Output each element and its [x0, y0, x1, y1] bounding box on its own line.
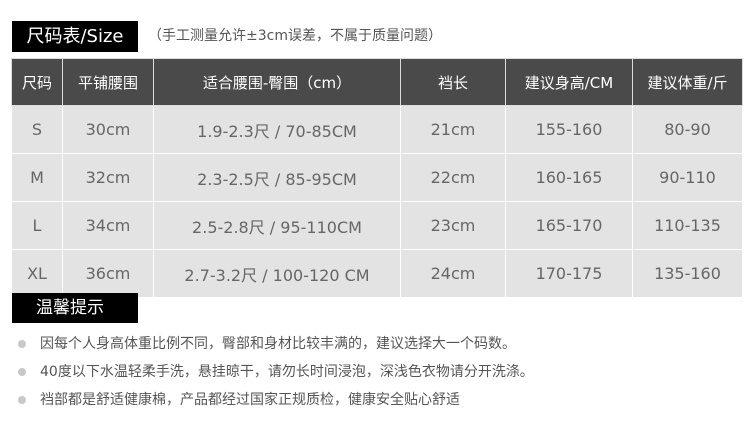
column-header: 建议身高/CM	[505, 58, 633, 106]
table-cell: 30cm	[62, 105, 154, 154]
table-cell: 165-170	[505, 201, 633, 250]
tips-list: 因每个人身高体重比例不同，臀部和身材比较丰满的，建议选择大一个码数。 40度以下…	[18, 330, 534, 414]
table-cell: 160-165	[505, 153, 633, 202]
table-cell: 110-135	[632, 201, 743, 250]
table-cell: M	[11, 153, 63, 202]
table-cell: 155-160	[505, 105, 633, 154]
column-header: 适合腰围-臀围（cm）	[153, 58, 401, 106]
table-cell: 32cm	[62, 153, 154, 202]
table-row: XL 36cm 2.7-3.2尺 / 100-120 CM 24cm 170-1…	[11, 249, 743, 298]
table-header-row: 尺码 平铺腰围 适合腰围-臀围（cm） 裆长 建议身高/CM 建议体重/斤	[11, 58, 743, 106]
bullet-icon	[18, 368, 26, 376]
column-header: 裆长	[400, 58, 506, 106]
table-cell: 23cm	[400, 201, 506, 250]
table-cell: 36cm	[62, 249, 154, 298]
size-table: 尺码 平铺腰围 适合腰围-臀围（cm） 裆长 建议身高/CM 建议体重/斤 S …	[11, 58, 743, 298]
table-cell: 21cm	[400, 105, 506, 154]
table-cell: L	[11, 201, 63, 250]
tips-title: 温馨提示	[12, 293, 138, 323]
size-chart-title: 尺码表/Size	[12, 21, 138, 52]
list-item: 因每个人身高体重比例不同，臀部和身材比较丰满的，建议选择大一个码数。	[18, 330, 534, 358]
table-cell: 22cm	[400, 153, 506, 202]
column-header: 建议体重/斤	[632, 58, 743, 106]
table-cell: 135-160	[632, 249, 743, 298]
table-cell: 24cm	[400, 249, 506, 298]
table-cell: 2.5-2.8尺 / 95-110CM	[153, 201, 401, 250]
table-cell: XL	[11, 249, 63, 298]
table-cell: 80-90	[632, 105, 743, 154]
list-item: 裆部都是舒适健康棉，产品都经过国家正规质检，健康安全贴心舒适	[18, 386, 534, 414]
column-header: 尺码	[11, 58, 63, 106]
table-cell: 2.7-3.2尺 / 100-120 CM	[153, 249, 401, 298]
table-cell: 2.3-2.5尺 / 85-95CM	[153, 153, 401, 202]
column-header: 平铺腰围	[62, 58, 154, 106]
list-item: 40度以下水温轻柔手洗，悬挂晾干，请勿长时间浸泡，深浅色衣物请分开洗涤。	[18, 358, 534, 386]
table-cell: 90-110	[632, 153, 743, 202]
table-cell: S	[11, 105, 63, 154]
bullet-icon	[18, 396, 26, 404]
table-cell: 170-175	[505, 249, 633, 298]
table-row: M 32cm 2.3-2.5尺 / 85-95CM 22cm 160-165 9…	[11, 153, 743, 202]
tip-text: 裆部都是舒适健康棉，产品都经过国家正规质检，健康安全贴心舒适	[40, 392, 460, 408]
tip-text: 40度以下水温轻柔手洗，悬挂晾干，请勿长时间浸泡，深浅色衣物请分开洗涤。	[40, 364, 534, 380]
table-cell: 34cm	[62, 201, 154, 250]
table-cell: 1.9-2.3尺 / 70-85CM	[153, 105, 401, 154]
measurement-note: （手工测量允许±3cm误差，不属于质量问题）	[148, 28, 442, 44]
tip-text: 因每个人身高体重比例不同，臀部和身材比较丰满的，建议选择大一个码数。	[40, 336, 516, 352]
table-row: L 34cm 2.5-2.8尺 / 95-110CM 23cm 165-170 …	[11, 201, 743, 250]
table-row: S 30cm 1.9-2.3尺 / 70-85CM 21cm 155-160 8…	[11, 105, 743, 154]
bullet-icon	[18, 340, 26, 348]
